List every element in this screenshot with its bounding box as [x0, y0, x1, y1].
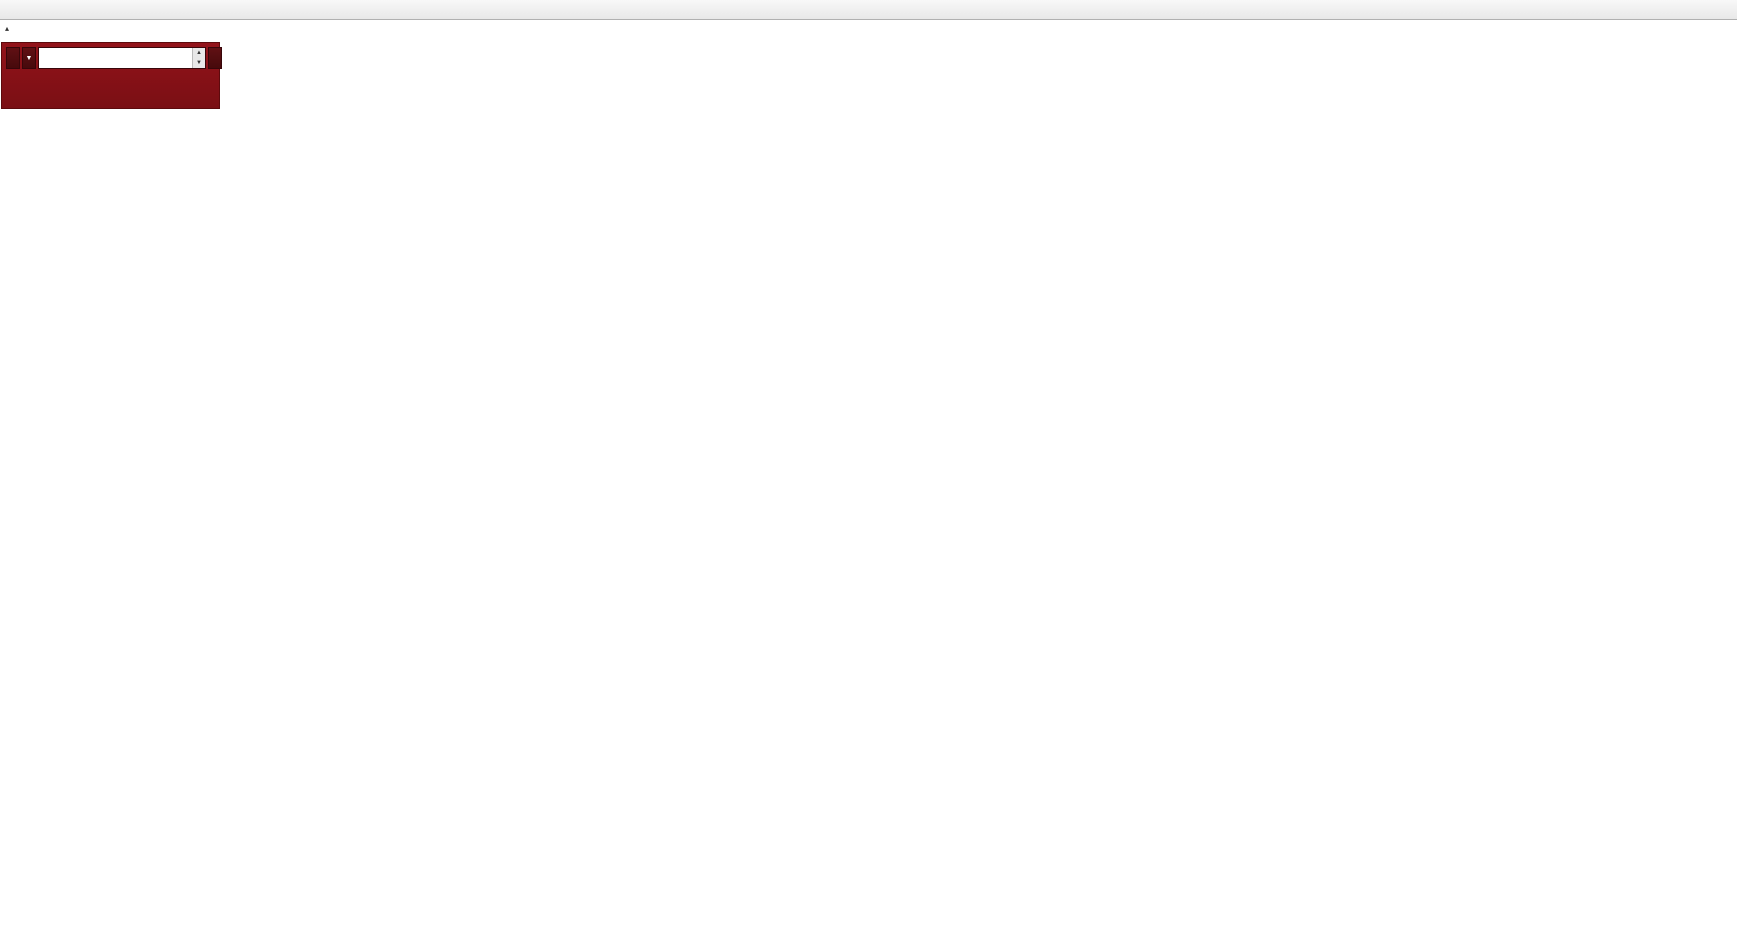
one-click-trading-panel: ▼ ▲ ▼: [1, 42, 222, 109]
pane-splitter-macd[interactable]: [0, 592, 1737, 595]
pane-splitter-rsi[interactable]: [0, 746, 1737, 749]
volume-stepper[interactable]: ▲ ▼: [38, 47, 206, 69]
buy-button[interactable]: [208, 47, 222, 69]
sell-options-dropdown[interactable]: ▼: [22, 47, 36, 69]
volume-down-button[interactable]: ▼: [193, 58, 205, 68]
volume-input[interactable]: [39, 48, 192, 68]
toolbar: [0, 0, 1737, 20]
pane-splitter-timeaxis[interactable]: [0, 919, 1737, 922]
volume-up-button[interactable]: ▲: [193, 48, 205, 58]
sell-button[interactable]: [6, 47, 20, 69]
chart-title: ▴: [5, 24, 44, 33]
one-click-toggle-icon[interactable]: ▴: [5, 24, 10, 33]
